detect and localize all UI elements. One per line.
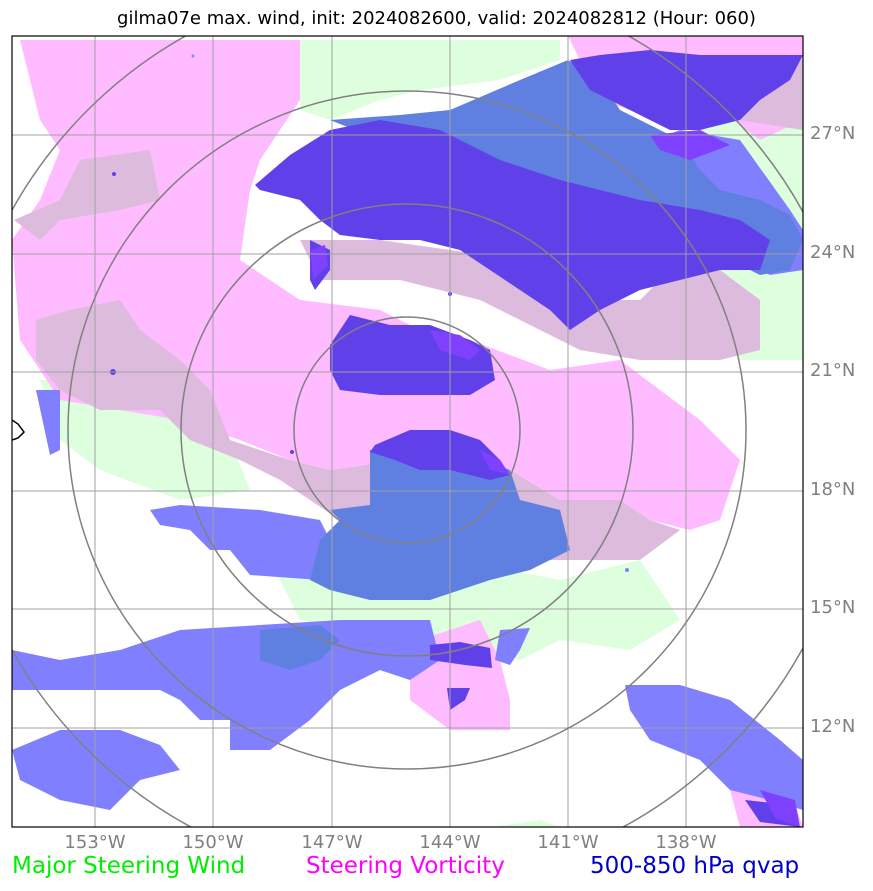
lat-label: 21°N (810, 360, 856, 381)
map-title: gilma07e max. wind, init: 2024082600, va… (117, 8, 756, 29)
qvap-light-region (12, 620, 440, 750)
lon-label: 141°W (537, 832, 599, 853)
qvap-violet-region (650, 130, 730, 160)
qvap-violet-region (430, 330, 480, 360)
map-frame (11, 35, 804, 828)
overlap-region (36, 300, 680, 560)
qvap-mid-region (260, 625, 340, 670)
graticule (12, 36, 803, 827)
overlap-region (300, 240, 760, 360)
lat-label: 15°N (810, 597, 856, 618)
overlap-region (14, 150, 160, 240)
lon-label: 147°W (301, 832, 363, 853)
steering-wind-region (490, 820, 560, 827)
legend-steering-wind: Major Steering Wind (12, 853, 246, 879)
qvap-light-region (36, 390, 60, 455)
qvap-dark-region (370, 430, 510, 480)
lon-label: 144°W (419, 832, 481, 853)
qvap-light-region (625, 685, 803, 810)
qvap-violet-region (760, 790, 800, 827)
steering-wind-region (300, 40, 560, 120)
range-rings (12, 36, 803, 827)
qvap-violet-region (480, 450, 510, 475)
legend-steering-vorticity: Steering Vorticity (306, 853, 505, 879)
lon-label: 150°W (182, 832, 244, 853)
qvap-dark-region (447, 688, 470, 710)
qvap-light-region (12, 730, 180, 810)
qvap-light-region (150, 505, 340, 580)
coastline (12, 419, 25, 441)
qvap-dark-region (255, 120, 770, 330)
legend-qvap: 500-850 hPa qvap (590, 853, 800, 879)
lat-label: 12°N (810, 716, 856, 737)
lon-label: 138°W (655, 832, 717, 853)
qvap-light-region (495, 628, 530, 665)
lat-label: 18°N (810, 479, 856, 500)
qvap-dark-region (430, 642, 492, 668)
lat-label: 27°N (810, 123, 856, 144)
lat-label: 24°N (810, 242, 856, 263)
lon-label: 153°W (64, 832, 126, 853)
